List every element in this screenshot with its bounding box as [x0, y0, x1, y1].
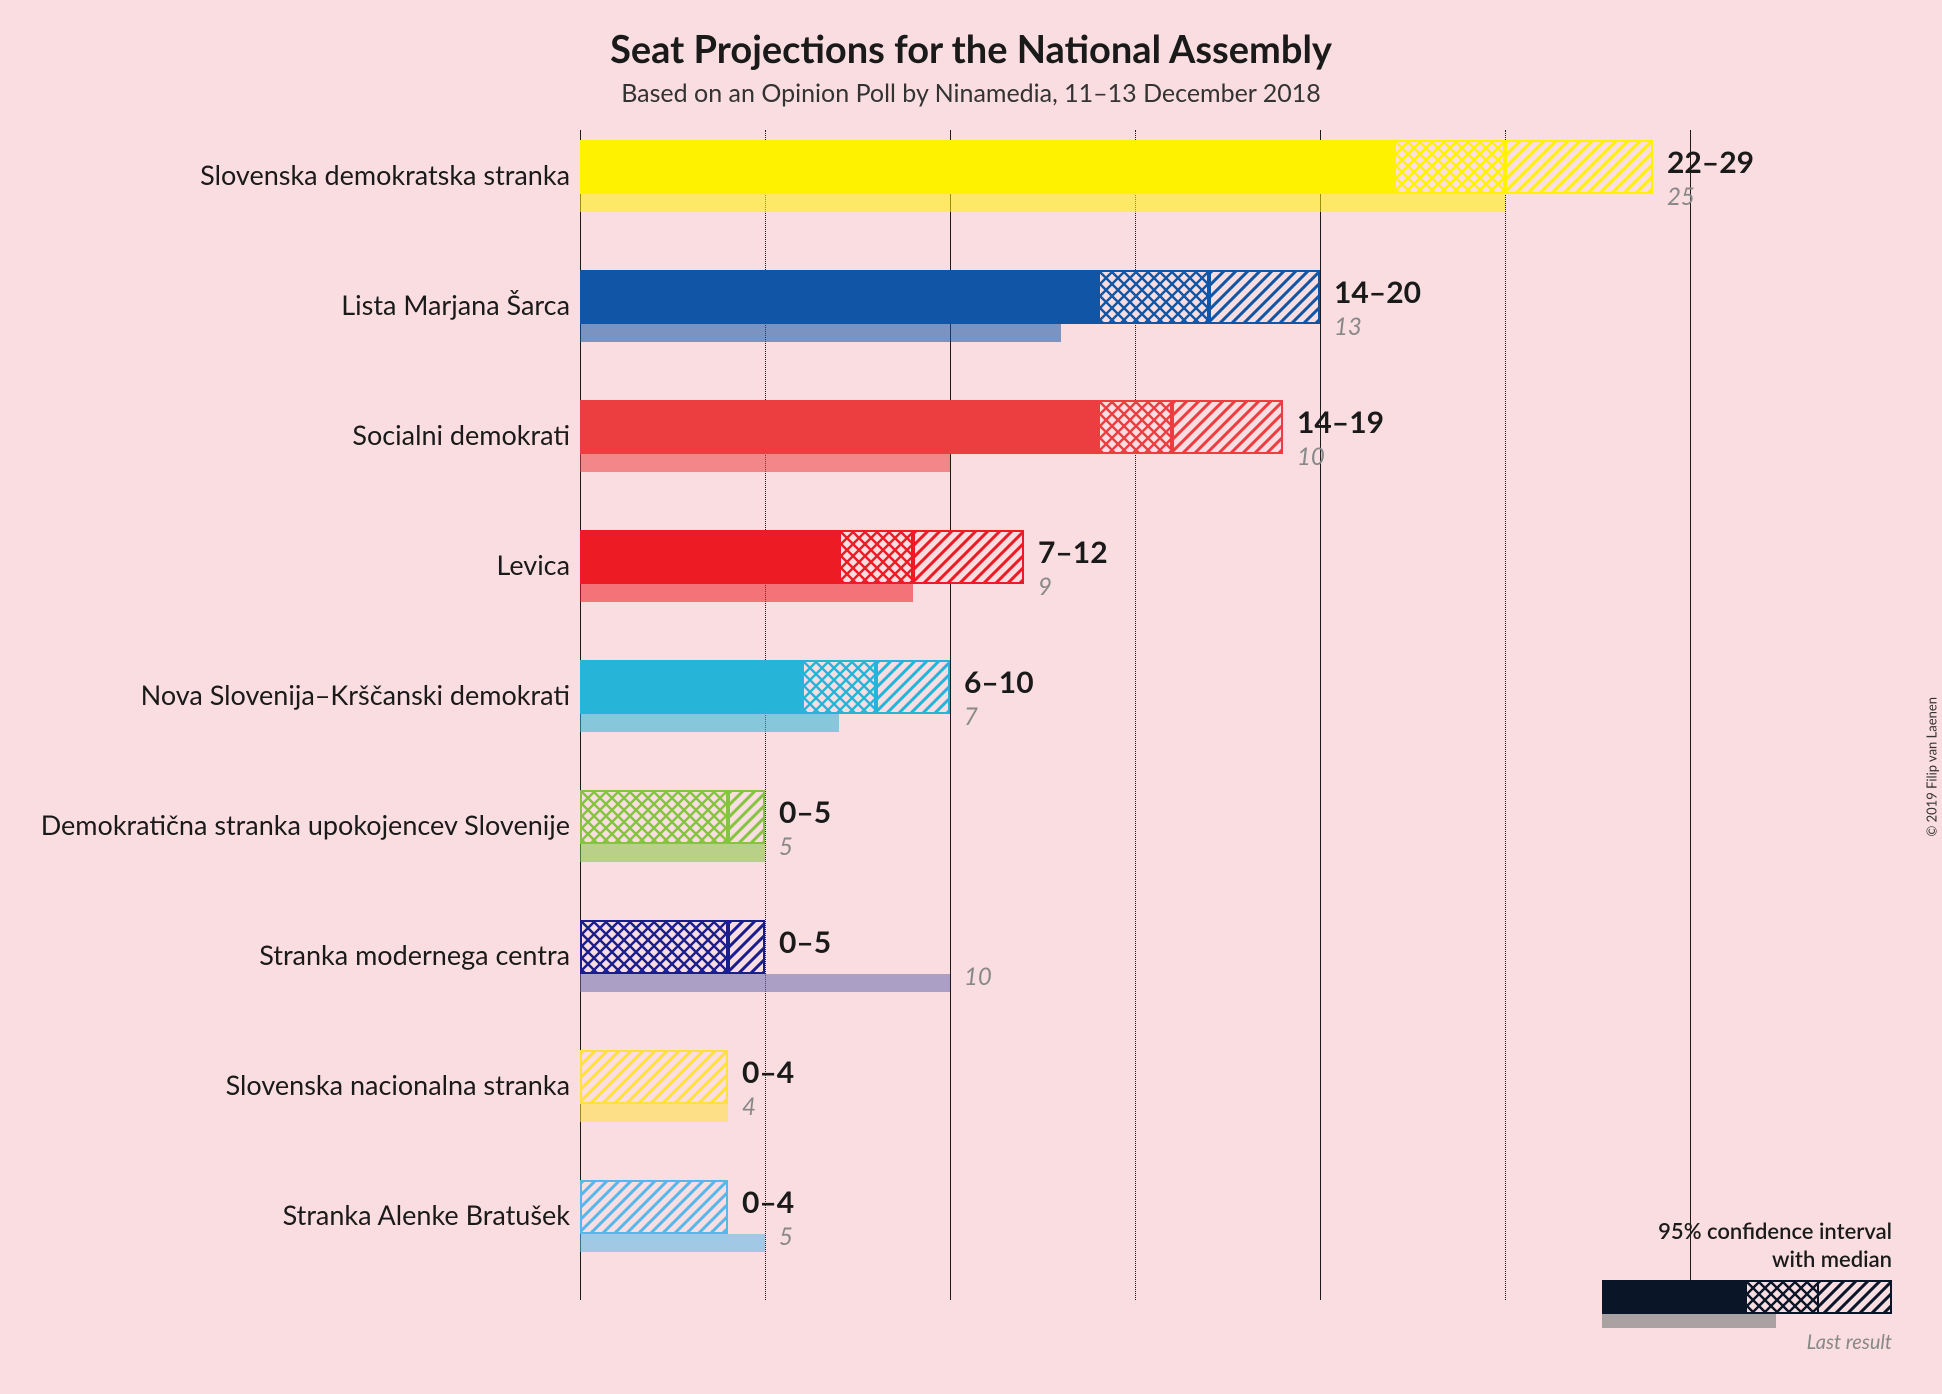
last-result-label: 4	[742, 1092, 756, 1121]
ci-bar-diag	[728, 920, 765, 974]
range-label: 22–29	[1667, 144, 1754, 180]
party-label: Slovenska nacionalna stranka	[10, 1068, 570, 1101]
ci-bar-cross	[580, 790, 728, 844]
ci-bar-diag	[876, 660, 950, 714]
ci-bar-diag	[580, 1050, 728, 1104]
legend-solid	[1604, 1282, 1747, 1312]
legend-ci-bar	[1602, 1280, 1892, 1314]
last-result-bar	[580, 194, 1505, 212]
ci-bar	[580, 400, 1283, 454]
ci-bar-cross	[1394, 140, 1505, 194]
ci-bar	[580, 530, 1024, 584]
ci-bar	[580, 1180, 728, 1234]
legend-diag	[1819, 1282, 1891, 1312]
ci-bar-diag	[913, 530, 1024, 584]
party-label: Slovenska demokratska stranka	[10, 158, 570, 191]
ci-bar-cross	[802, 660, 876, 714]
ci-bar-diag	[728, 790, 765, 844]
last-result-bar	[580, 1234, 765, 1252]
ci-bar-solid	[580, 400, 1098, 454]
ci-bar	[580, 790, 765, 844]
last-result-bar	[580, 714, 839, 732]
last-result-bar	[580, 324, 1061, 342]
ci-bar-cross	[1098, 270, 1209, 324]
range-label: 6–10	[964, 664, 1034, 700]
ci-bar-diag	[580, 1180, 728, 1234]
legend-last-label: Last result	[1602, 1330, 1892, 1354]
chart-subtitle: Based on an Opinion Poll by Ninamedia, 1…	[0, 72, 1942, 108]
party-label: Levica	[10, 548, 570, 581]
last-result-bar	[580, 844, 765, 862]
last-result-label: 13	[1334, 312, 1362, 341]
last-result-label: 25	[1667, 182, 1695, 211]
ci-bar-diag	[1172, 400, 1283, 454]
legend-title-line2: with median	[1772, 1245, 1892, 1272]
ci-bar-diag	[1505, 140, 1653, 194]
party-row: Nova Slovenija–Krščanski demokrati6–107	[580, 650, 1780, 770]
party-row: Demokratična stranka upokojencev Sloveni…	[580, 780, 1780, 900]
last-result-label: 10	[1297, 442, 1325, 471]
ci-bar	[580, 920, 765, 974]
range-label: 7–12	[1038, 534, 1108, 570]
range-label: 0–4	[742, 1184, 794, 1220]
last-result-label: 9	[1038, 572, 1052, 601]
ci-bar	[580, 660, 950, 714]
ci-bar	[580, 140, 1653, 194]
ci-bar-diag	[1209, 270, 1320, 324]
ci-bar-cross	[839, 530, 913, 584]
party-row: Levica7–129	[580, 520, 1780, 640]
party-label: Nova Slovenija–Krščanski demokrati	[10, 678, 570, 711]
legend-last-bar	[1602, 1314, 1776, 1328]
copyright-label: © 2019 Filip van Laenen	[1924, 697, 1940, 837]
chart-title: Seat Projections for the National Assemb…	[0, 0, 1942, 72]
party-label: Stranka Alenke Bratušek	[10, 1198, 570, 1231]
party-label: Socialni demokrati	[10, 418, 570, 451]
legend: 95% confidence interval with median Last…	[1602, 1217, 1892, 1354]
range-label: 0–5	[779, 924, 831, 960]
ci-bar-cross	[1098, 400, 1172, 454]
range-label: 0–4	[742, 1054, 794, 1090]
legend-title-line1: 95% confidence interval	[1658, 1217, 1892, 1244]
legend-title: 95% confidence interval with median	[1602, 1217, 1892, 1272]
last-result-bar	[580, 454, 950, 472]
last-result-bar	[580, 974, 950, 992]
range-label: 14–19	[1297, 404, 1384, 440]
chart-area: Slovenska demokratska stranka22–2925List…	[580, 130, 1780, 1350]
party-label: Demokratična stranka upokojencev Sloveni…	[10, 808, 570, 841]
party-row: Socialni demokrati14–1910	[580, 390, 1780, 510]
ci-bar-cross	[580, 920, 728, 974]
last-result-bar	[580, 1104, 728, 1122]
last-result-bar	[580, 584, 913, 602]
party-label: Stranka modernega centra	[10, 938, 570, 971]
range-label: 14–20	[1334, 274, 1421, 310]
ci-bar-solid	[580, 660, 802, 714]
ci-bar-solid	[580, 140, 1394, 194]
last-result-label: 7	[964, 702, 978, 731]
last-result-label: 10	[964, 962, 992, 991]
party-row: Slovenska demokratska stranka22–2925	[580, 130, 1780, 250]
ci-bar-solid	[580, 270, 1098, 324]
party-row: Stranka Alenke Bratušek0–45	[580, 1170, 1780, 1290]
party-row: Lista Marjana Šarca14–2013	[580, 260, 1780, 380]
last-result-label: 5	[779, 832, 793, 861]
last-result-label: 5	[779, 1222, 793, 1251]
party-row: Stranka modernega centra0–510	[580, 910, 1780, 1030]
ci-bar	[580, 270, 1320, 324]
range-label: 0–5	[779, 794, 831, 830]
legend-cross	[1747, 1282, 1819, 1312]
ci-bar-solid	[580, 530, 839, 584]
party-row: Slovenska nacionalna stranka0–44	[580, 1040, 1780, 1160]
party-label: Lista Marjana Šarca	[10, 288, 570, 321]
ci-bar	[580, 1050, 728, 1104]
